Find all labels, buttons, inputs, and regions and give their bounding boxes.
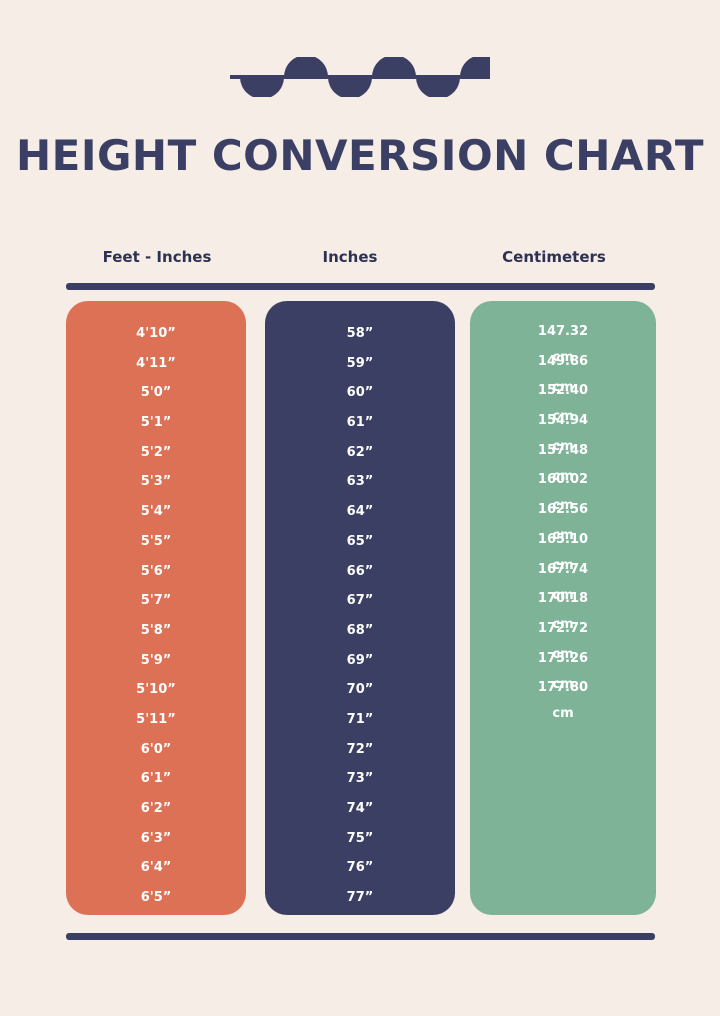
value-centimeters-unit: cm xyxy=(552,646,574,662)
column-values-centimeters: 147.32 cm 149.86 cm 152.40 cm 154.94 cm 157.48 cm… xyxy=(470,301,656,721)
value-inches: 70” xyxy=(346,682,374,698)
value-feet-inches: 5'0” xyxy=(140,385,172,401)
value-feet-inches: 4'10” xyxy=(136,326,176,341)
value-inches: 74” xyxy=(346,801,374,816)
value-centimeters: 170.18 cm xyxy=(470,586,656,632)
value-inches: 64” xyxy=(346,504,374,520)
value-centimeters-unit: cm xyxy=(552,350,574,365)
wave-scallop-icon xyxy=(230,57,490,97)
value-feet-inches: 5'1” xyxy=(140,415,172,431)
value-inches: 63” xyxy=(346,474,374,490)
value-centimeters: 172.72 cm xyxy=(470,616,656,662)
value-centimeters-number: 165.10 xyxy=(537,531,589,547)
value-inches: 73” xyxy=(346,771,374,787)
value-centimeters-unit: cm xyxy=(552,528,574,544)
divider-bottom xyxy=(66,933,655,940)
value-feet-inches: 4'11” xyxy=(136,355,176,371)
value-centimeters: 154.94 cm xyxy=(470,408,656,454)
value-inches: 71” xyxy=(346,711,374,727)
value-feet-inches: 6'0” xyxy=(140,741,172,757)
card-centimeters xyxy=(470,301,656,915)
value-centimeters-number: 170.18 xyxy=(537,591,589,607)
value-feet-inches: 5'4” xyxy=(140,504,172,520)
value-inches: 62” xyxy=(346,444,374,460)
value-centimeters-number: 162.56 xyxy=(537,502,589,518)
value-centimeters-unit: cm xyxy=(552,498,574,514)
value-feet-inches: 6'1” xyxy=(140,771,172,787)
value-centimeters-number: 172.72 xyxy=(537,620,589,636)
value-inches: 75” xyxy=(346,830,374,846)
value-feet-inches: 5'5” xyxy=(140,533,172,549)
value-centimeters-unit: cm xyxy=(552,676,574,692)
value-feet-inches: 6'3” xyxy=(140,830,172,846)
value-inches: 58” xyxy=(346,326,374,341)
value-inches: 68” xyxy=(346,622,374,638)
value-centimeters-unit: cm xyxy=(552,706,574,722)
value-feet-inches: 5'3” xyxy=(140,474,172,490)
column-headers: Feet - Inches Inches Centimeters xyxy=(66,248,656,266)
value-centimeters: 152.40 cm xyxy=(470,378,656,424)
wave-decoration xyxy=(0,55,720,99)
value-inches: 61” xyxy=(346,415,374,431)
value-centimeters: 162.56 cm xyxy=(470,497,656,543)
value-centimeters: 147.32 cm xyxy=(470,319,656,365)
value-centimeters-number: 160.02 xyxy=(537,472,589,488)
value-feet-inches: 5'11” xyxy=(136,711,176,727)
card-inches xyxy=(265,301,455,915)
value-inches: 69” xyxy=(346,652,374,668)
value-inches: 67” xyxy=(346,593,374,609)
value-centimeters: 177.80 cm xyxy=(470,675,656,721)
value-inches: 72” xyxy=(346,741,374,757)
value-feet-inches: 6'4” xyxy=(140,860,172,876)
value-feet-inches: 5'9” xyxy=(140,652,172,668)
page-title: HEIGHT CONVERSION CHART xyxy=(15,131,704,180)
value-centimeters: 149.86 cm xyxy=(470,349,656,395)
value-feet-inches: 5'2” xyxy=(140,444,172,460)
value-feet-inches: 5'7” xyxy=(140,593,172,609)
card-feet-inches xyxy=(66,301,246,915)
value-centimeters-number: 167.74 xyxy=(537,561,589,577)
value-feet-inches: 6'2” xyxy=(140,801,172,816)
column-header-centimeters: Centimeters xyxy=(502,248,606,266)
column-header-inches: Inches xyxy=(322,248,378,266)
value-centimeters-unit: cm xyxy=(552,379,574,395)
value-centimeters: 175.26 cm xyxy=(470,646,656,692)
value-inches: 76” xyxy=(346,860,374,876)
value-inches: 77” xyxy=(346,890,374,906)
column-values-inches: 58” 59” 60” 61” 62” 63” 64” 65” 66” 67” 68” 69” 70” 7… xyxy=(265,301,455,913)
value-feet-inches: 5'10” xyxy=(136,682,176,698)
value-centimeters-unit: cm xyxy=(552,617,574,633)
value-centimeters-unit: cm xyxy=(552,587,574,603)
value-feet-inches: 6'5” xyxy=(140,890,172,906)
value-centimeters-unit: cm xyxy=(552,409,574,425)
value-centimeters: 167.74 cm xyxy=(470,557,656,603)
value-centimeters-number: 147.32 xyxy=(537,324,589,339)
value-centimeters-unit: cm xyxy=(552,468,574,484)
divider-top xyxy=(66,283,655,290)
value-inches: 60” xyxy=(346,385,374,401)
value-centimeters-number: 175.26 xyxy=(537,650,589,666)
column-header-feet-inches: Feet - Inches xyxy=(102,248,212,266)
value-centimeters: 165.10 cm xyxy=(470,527,656,573)
value-feet-inches: 5'6” xyxy=(140,563,172,579)
value-inches: 59” xyxy=(346,355,374,371)
value-centimeters-number: 154.94 xyxy=(537,413,589,429)
value-centimeters-number: 149.86 xyxy=(537,353,589,369)
value-centimeters-number: 177.80 xyxy=(537,680,589,696)
value-centimeters: 160.02 cm xyxy=(470,467,656,513)
value-centimeters: 157.48 cm xyxy=(470,438,656,484)
value-centimeters-unit: cm xyxy=(552,557,574,573)
value-centimeters-unit: cm xyxy=(552,439,574,455)
value-feet-inches: 5'8” xyxy=(140,622,172,638)
value-centimeters-number: 152.40 xyxy=(537,383,589,399)
value-inches: 66” xyxy=(346,563,374,579)
value-inches: 65” xyxy=(346,533,374,549)
value-centimeters-number: 157.48 xyxy=(537,442,589,458)
column-values-feet-inches: 4'10” 4'11” 5'0” 5'1” 5'2” 5'3” 5'4” 5'5” 5'6” 5'… xyxy=(66,301,246,913)
